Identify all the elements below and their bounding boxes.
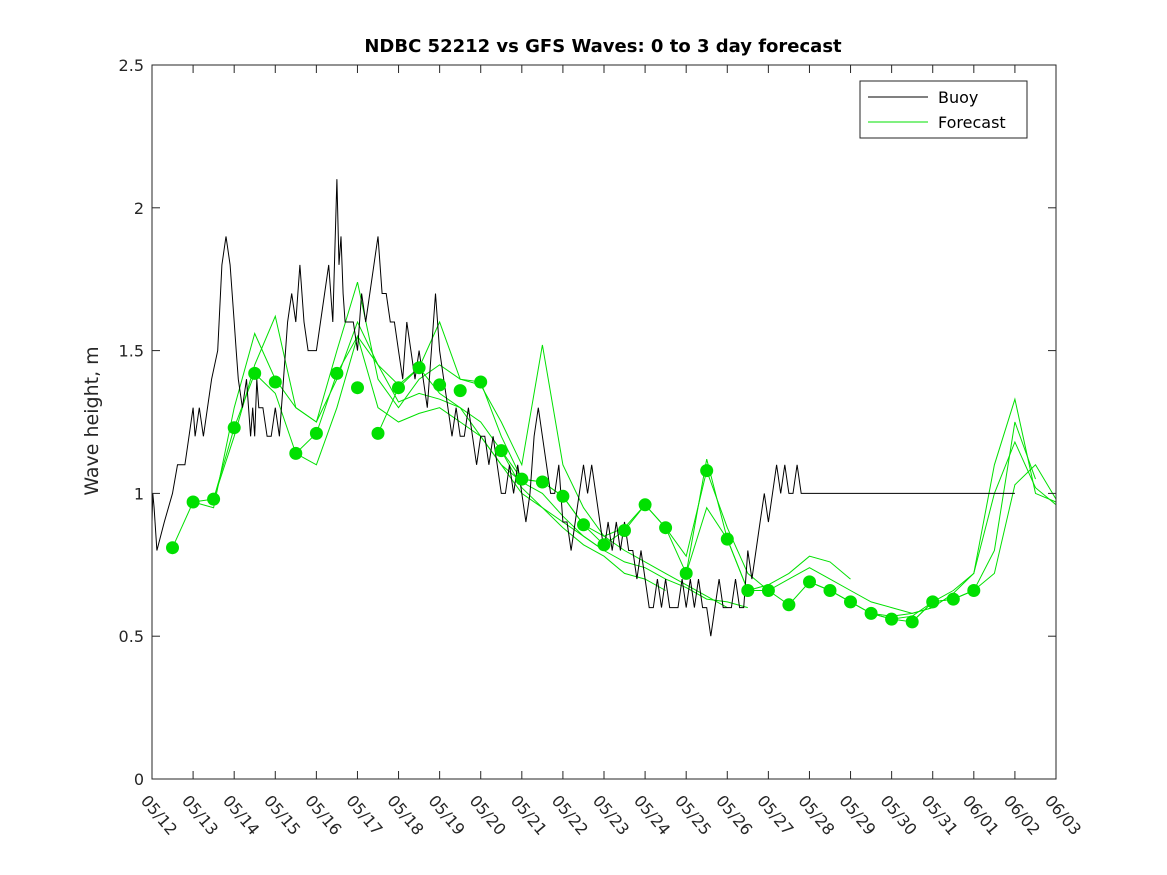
forecast-run-line (213, 281, 728, 609)
forecast-point (166, 541, 179, 555)
forecast-point (289, 446, 303, 460)
forecast-point (351, 381, 364, 395)
forecast-point (474, 375, 488, 389)
x-tick-label: 06/02 (1000, 791, 1044, 839)
forecast-point (926, 595, 940, 609)
x-tick-label: 05/14 (219, 791, 263, 839)
forecast-point (556, 489, 570, 503)
x-tick-label: 05/15 (260, 791, 304, 839)
forecast-point (803, 575, 816, 589)
x-tick-label: 05/25 (671, 791, 715, 839)
forecast-point (207, 492, 221, 506)
forecast-point (515, 472, 529, 486)
y-tick-label: 1.5 (119, 342, 144, 361)
forecast-point (535, 475, 549, 489)
forecast-point (330, 366, 344, 380)
forecast-run-line (192, 320, 666, 591)
x-tick-label: 05/22 (548, 791, 592, 839)
x-tick-label: 05/28 (794, 791, 838, 839)
forecast-point (371, 426, 385, 440)
x-tick-label: 05/23 (589, 791, 633, 839)
x-tick-label: 05/13 (178, 791, 222, 839)
x-tick-label: 05/27 (753, 791, 797, 839)
forecast-point (823, 584, 837, 597)
x-tick-label: 05/29 (835, 791, 879, 839)
y-axis-label: Wave height, m (81, 346, 103, 495)
forecast-point (905, 615, 919, 629)
plot-background (152, 65, 1056, 779)
x-tick-label: 05/26 (712, 791, 756, 839)
buoy-series-line (151, 179, 1015, 637)
forecast-point (309, 426, 323, 440)
forecast-point (268, 375, 282, 389)
x-tick-label: 05/24 (630, 791, 674, 839)
forecast-point (248, 366, 262, 380)
y-tick-label: 0.5 (119, 627, 144, 646)
x-tick-label: 05/19 (425, 791, 469, 839)
x-tick-label: 05/21 (507, 791, 551, 839)
forecast-point (494, 444, 508, 458)
legend-forecast-label: Forecast (938, 113, 1006, 132)
forecast-point (761, 584, 775, 597)
forecast-point (227, 421, 241, 435)
forecast-point (618, 524, 631, 537)
forecast-point (720, 532, 734, 546)
forecast-point (412, 361, 426, 375)
forecast-point (186, 495, 200, 509)
y-tick-label: 2 (134, 199, 144, 218)
x-tick-label: 06/03 (1041, 791, 1085, 839)
forecast-point (741, 584, 755, 597)
x-tick-label: 05/12 (137, 791, 181, 839)
x-tick-label: 05/20 (466, 791, 510, 839)
forecast-point (433, 378, 447, 392)
x-tick-label: 05/16 (301, 791, 345, 839)
chart-title: NDBC 52212 vs GFS Waves: 0 to 3 day fore… (364, 36, 842, 57)
forecast-point (885, 612, 899, 626)
forecast-run-line (871, 440, 1057, 617)
x-tick-label: 05/30 (877, 791, 921, 839)
forecast-point (844, 595, 857, 609)
forecast-point (967, 584, 981, 597)
legend: Buoy Forecast (859, 80, 1028, 139)
forecast-point (392, 381, 405, 395)
forecast-point (864, 606, 878, 620)
y-tick-label: 0 (134, 770, 144, 789)
x-tick-label: 05/17 (342, 791, 386, 839)
y-tick-label: 1 (134, 484, 144, 503)
forecast-point (679, 566, 693, 580)
forecast-point (577, 518, 590, 532)
forecast-point (700, 464, 714, 478)
forecast-point (453, 384, 467, 398)
forecast-run-line (500, 450, 933, 614)
forecast-point (597, 538, 611, 552)
x-tick-label: 05/31 (918, 791, 962, 839)
y-tick-label: 2.5 (119, 56, 144, 75)
forecast-point (638, 498, 652, 512)
legend-buoy-label: Buoy (938, 88, 978, 107)
x-tick-label: 06/01 (959, 791, 1003, 839)
forecast-point (946, 592, 960, 606)
x-tick-label: 05/18 (383, 791, 427, 839)
forecast-point (782, 598, 796, 612)
forecast-point (659, 521, 673, 535)
plot-area (151, 65, 1057, 779)
legend-box (859, 80, 1028, 139)
